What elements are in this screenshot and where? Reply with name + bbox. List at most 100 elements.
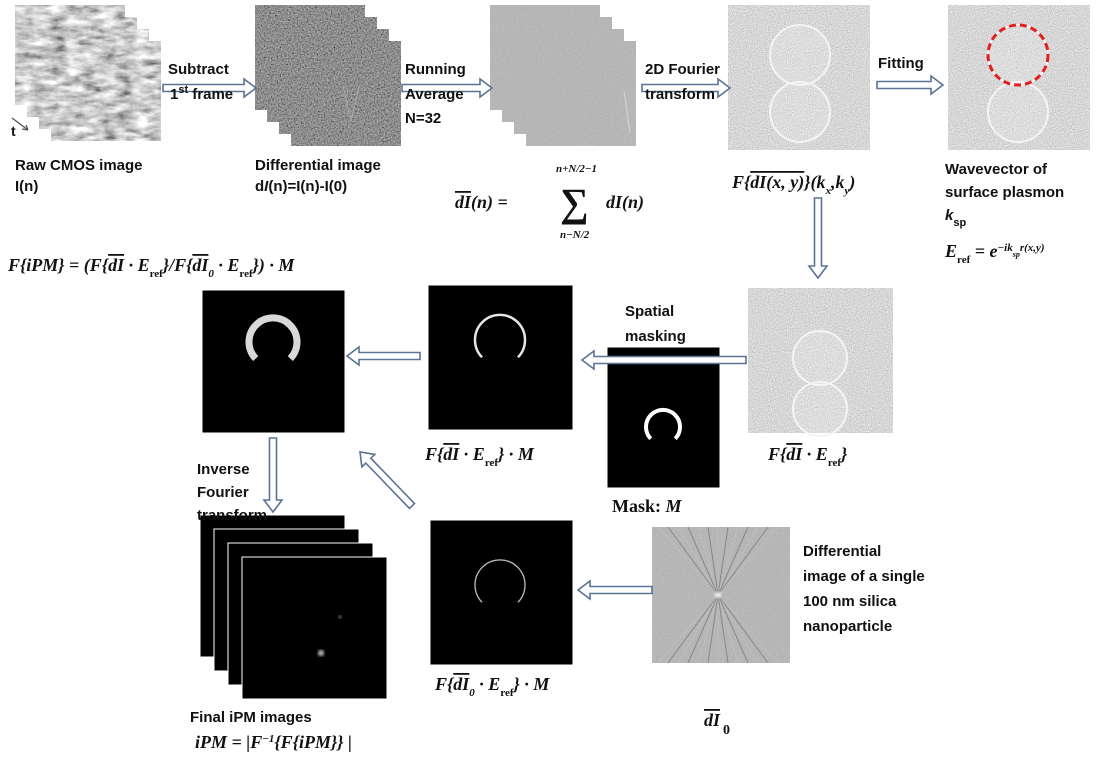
text-part: · E	[459, 444, 485, 464]
ring	[770, 25, 830, 85]
diagram: Raw CMOS image I(n) t Subtract 1st frame…	[0, 0, 1102, 760]
text-part: ref	[239, 268, 253, 280]
text-part: −ik	[998, 242, 1014, 254]
text-part: (n) =	[471, 192, 508, 213]
label: 100 nm silica	[803, 593, 897, 610]
step-label: masking	[625, 328, 686, 345]
text-part: r(x,y)	[1020, 242, 1045, 254]
image	[291, 41, 401, 146]
ring	[793, 382, 847, 436]
formula: n+N/2−1	[556, 163, 597, 175]
text-part: ref	[485, 457, 499, 469]
arrow	[578, 581, 652, 599]
step-label: Subtract	[168, 61, 229, 78]
image	[202, 290, 345, 433]
formula: F{iPM} = (F{dI · Eref}/F{dI0 · Eref}) · …	[7, 255, 295, 280]
text-part: }(k	[802, 172, 825, 193]
label: ksp	[945, 207, 966, 229]
text-part: −1	[262, 733, 274, 745]
particle	[318, 650, 324, 656]
step-label: Average	[405, 86, 464, 103]
text-part: iPM = |F	[195, 732, 262, 752]
formula: Mask: M	[612, 496, 683, 516]
step-label: transform	[197, 507, 267, 524]
label: image of a single	[803, 568, 925, 585]
arrow	[264, 438, 282, 512]
arrow	[877, 76, 943, 94]
step-label: Fourier	[197, 484, 249, 501]
text-part: sp	[1012, 250, 1020, 259]
step-label: Spatial	[625, 303, 674, 320]
step-label: Inverse	[197, 461, 250, 478]
text-part: ref	[500, 687, 514, 699]
image	[526, 41, 636, 146]
text-part: F{	[731, 172, 752, 192]
text-part: M	[665, 496, 683, 516]
text-part: d	[255, 178, 264, 195]
text-part: dI(x, y)	[750, 172, 804, 193]
label: I(n)	[15, 178, 38, 195]
label: surface plasmon	[945, 184, 1064, 201]
text-part: F{	[767, 444, 788, 464]
formula: F{dI · Eref}	[767, 444, 848, 469]
text-part: ,k	[830, 172, 845, 192]
formula: iPM = |F−1{F{iPM}} |	[195, 732, 352, 752]
step-label: N=32	[405, 110, 441, 127]
artwork	[12, 5, 1090, 699]
label: Wavevector of	[945, 161, 1048, 178]
label: nanoparticle	[803, 618, 892, 635]
ring	[988, 82, 1048, 142]
text-part: · E	[802, 444, 828, 464]
text-part: } · M	[496, 444, 535, 464]
text-part: {F{iPM}} |	[274, 732, 352, 752]
text-part: } · M	[512, 674, 551, 694]
arrow	[354, 446, 419, 512]
text-part: )	[847, 172, 855, 193]
text-part: dI	[443, 444, 460, 464]
arrow	[809, 198, 827, 278]
text-part: dI	[192, 255, 209, 275]
text-part: dI	[455, 192, 472, 212]
text-part: · E	[214, 255, 240, 275]
ring	[770, 82, 830, 142]
ring	[793, 331, 847, 385]
formula: ∑	[560, 180, 589, 225]
text-part: · E	[124, 255, 150, 275]
label: dI(n)=I(n)-I(0)	[255, 178, 347, 195]
formula: n−N/2	[560, 229, 590, 241]
axis-label: t	[11, 123, 16, 139]
text-part: ref	[150, 268, 164, 280]
label: Differential	[803, 543, 881, 560]
label: Differential image	[255, 157, 381, 174]
text-part: 0	[723, 723, 730, 738]
text-part: }	[839, 444, 848, 464]
step-label: transform	[645, 86, 715, 103]
formula: dI(n)	[606, 192, 644, 213]
step-label: Fitting	[878, 55, 924, 72]
image	[242, 557, 387, 699]
text-part: 1	[170, 86, 178, 103]
text-part: ref	[957, 254, 971, 266]
text-part: }) · M	[251, 255, 296, 276]
text-part: dI	[108, 255, 125, 275]
text-part: Mask:	[612, 496, 666, 516]
text-part: (n)=I(n)-I(0)	[268, 178, 347, 195]
text-part: dI	[786, 444, 803, 464]
step-label: 1st frame	[170, 84, 233, 103]
text-part: = e	[970, 241, 997, 261]
image	[430, 520, 573, 665]
arrow	[347, 347, 420, 365]
label: Raw CMOS image	[15, 157, 143, 174]
particle	[715, 592, 721, 598]
particle	[339, 616, 342, 619]
label: Final iPM images	[190, 709, 312, 726]
formula: F{dI(x, y)}(kx,ky)	[731, 172, 855, 197]
text-part: dI	[704, 710, 721, 730]
formula: dI(n) =	[455, 192, 508, 213]
image	[428, 285, 573, 430]
step-label: Running	[405, 61, 466, 78]
formula: dI0	[704, 710, 730, 738]
text-part: }/F{	[161, 255, 194, 275]
text-part: E	[944, 241, 957, 261]
text-part: dI	[453, 674, 470, 694]
